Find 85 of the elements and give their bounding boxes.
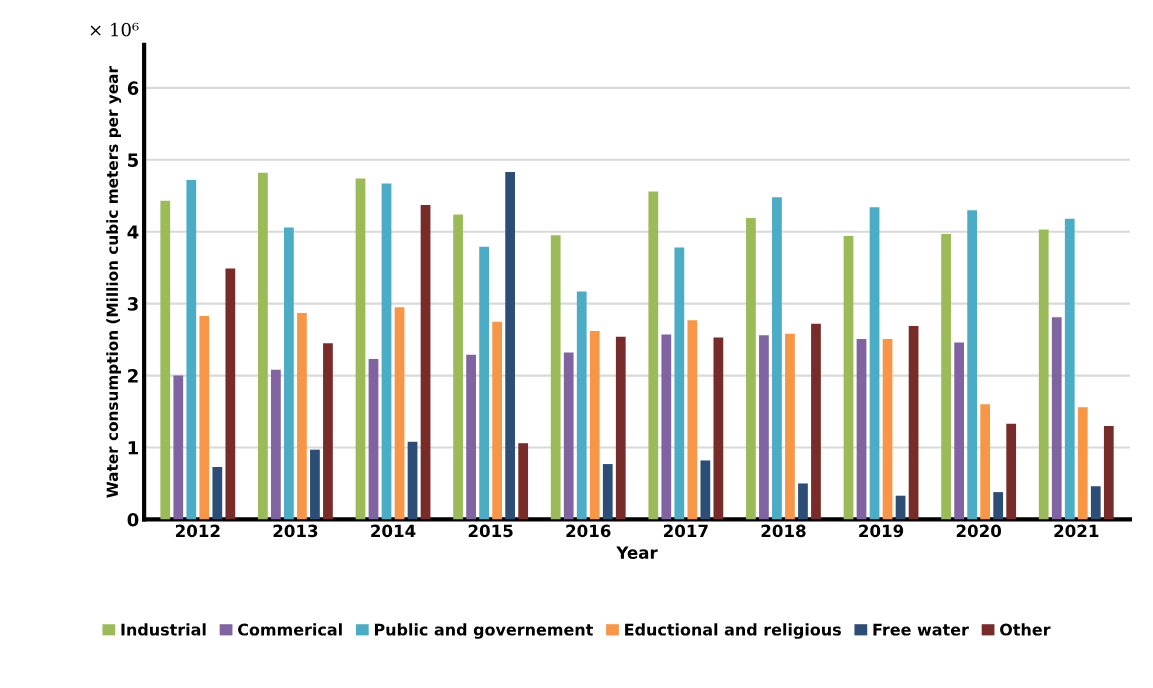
bar [420,205,431,520]
x-tick-label: 2017 [663,524,708,538]
bar [173,375,184,520]
bar [1077,407,1088,520]
bar [225,268,236,520]
legend-label: Other [1000,623,1051,636]
bar [1103,425,1114,520]
bar [1064,218,1075,520]
bar [700,460,711,520]
bar [271,369,281,520]
y-tick-label: 1 [128,441,139,455]
y-axis-title: Water consumption (Million cubic meters per year [106,66,122,498]
bar [466,354,476,520]
bar [550,235,561,520]
bar [602,464,613,520]
bar [407,441,418,520]
x-tick-label: 2016 [566,524,611,538]
bar [589,330,600,520]
bar [368,359,379,520]
x-tick-label: 2020 [956,524,1002,538]
bar [199,315,210,520]
bar [759,335,769,520]
bar [772,197,782,520]
legend-label: Eductional and religious [625,623,841,639]
bar [674,247,685,520]
bar [297,313,307,520]
bar [310,449,320,520]
bar [492,321,503,520]
bar [869,207,880,520]
bar [518,443,529,520]
x-tick-label: 2019 [859,524,904,538]
x-tick-label: 2015 [468,524,513,538]
bar [615,336,626,520]
y-tick-label: 6 [127,81,139,95]
bar [785,333,795,520]
bar [479,246,489,520]
bar [284,227,294,520]
bar [186,179,197,520]
bar [746,218,756,520]
bar [687,320,698,520]
legend-label: Industrial [121,623,206,636]
y-tick-label: 3 [127,297,138,311]
y-tick-label: 2 [128,369,138,383]
x-tick-label: 2018 [761,524,806,538]
bar [713,337,724,520]
bar [811,323,821,520]
text: × 10⁶ [90,22,139,37]
bar [394,307,405,520]
bar [856,338,867,520]
x-axis-title: Year [616,546,658,559]
y-tick-label: 5 [128,153,138,167]
bar [355,178,366,520]
legend-label: Commerical [238,623,342,636]
bar [160,200,171,520]
bar [212,466,223,520]
x-tick-label: 2012 [175,524,220,538]
bar [843,236,854,520]
y-tick-label: 4 [127,225,139,239]
x-tick-label: 2013 [273,524,318,538]
bar [980,404,991,520]
legend-label: Free water [873,623,969,636]
bar [1038,229,1049,520]
x-tick-label: 2021 [1054,524,1099,538]
bar [954,342,965,520]
bar [908,325,919,520]
bar [993,492,1004,520]
bar [967,210,978,520]
bar [258,172,268,520]
bar [1006,423,1017,520]
legend-label: Public and governement [374,623,593,639]
bar [563,352,574,520]
bar [323,343,333,520]
bar [381,183,392,520]
y-tick-label: 0 [127,512,139,527]
bar [661,334,672,520]
bar [1090,486,1101,520]
bar [941,233,951,520]
x-tick-label: 2014 [371,524,416,538]
bar [882,338,893,520]
bar [505,172,516,520]
bar [1051,317,1062,520]
bar [453,214,463,520]
bar [576,291,587,520]
bar [798,483,808,520]
bar [648,191,659,520]
